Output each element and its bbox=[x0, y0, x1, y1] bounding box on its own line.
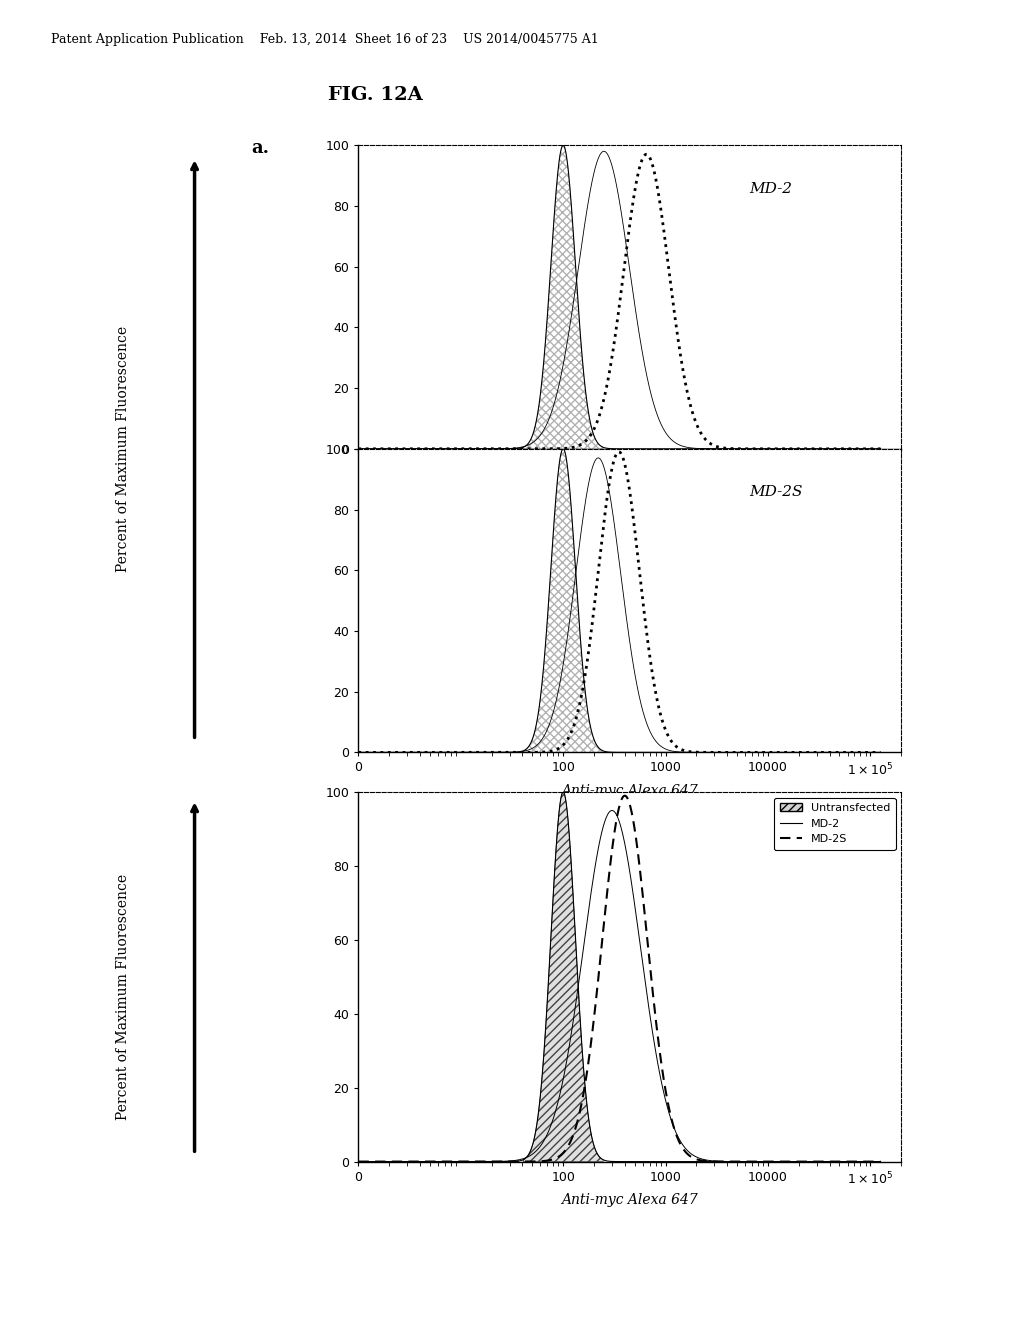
X-axis label: Anti-myc Alexa 647: Anti-myc Alexa 647 bbox=[561, 784, 698, 797]
Text: Patent Application Publication    Feb. 13, 2014  Sheet 16 of 23    US 2014/00457: Patent Application Publication Feb. 13, … bbox=[51, 33, 599, 46]
Text: Percent of Maximum Fluorescence: Percent of Maximum Fluorescence bbox=[116, 326, 130, 572]
Text: MD-2S: MD-2S bbox=[750, 486, 803, 499]
Text: a.: a. bbox=[251, 139, 269, 157]
X-axis label: Anti-myc Alexa 647: Anti-myc Alexa 647 bbox=[561, 1193, 698, 1206]
Text: FIG. 12A: FIG. 12A bbox=[328, 86, 423, 104]
Text: Percent of Maximum Fluorescence: Percent of Maximum Fluorescence bbox=[116, 874, 130, 1119]
Legend: Untransfected, MD-2, MD-2S: Untransfected, MD-2, MD-2S bbox=[774, 797, 896, 850]
Text: MD-2: MD-2 bbox=[750, 182, 793, 195]
